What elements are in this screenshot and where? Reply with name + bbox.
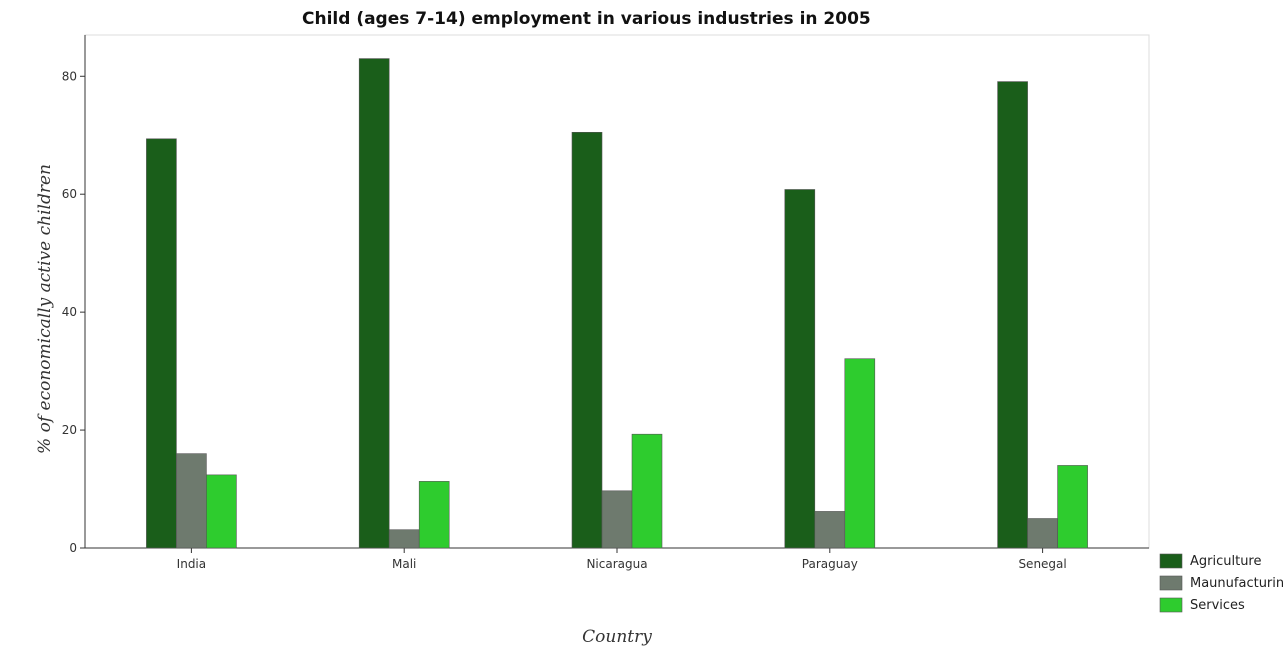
bar-agriculture-india bbox=[146, 138, 177, 549]
y-tick-label: 40 bbox=[62, 305, 77, 319]
legend: Agriculture Maunufacturing Services bbox=[1159, 553, 1283, 613]
legend-label: Maunufacturing bbox=[1190, 576, 1283, 591]
x-tick-label: Paraguay bbox=[802, 557, 858, 571]
bar-services-senegal bbox=[1057, 465, 1088, 549]
bar-agriculture-paraguay bbox=[784, 189, 816, 549]
chart-title: Child (ages 7-14) employment in various … bbox=[302, 9, 871, 29]
bars bbox=[146, 58, 1088, 549]
bar-agriculture-nicaragua bbox=[571, 131, 603, 549]
y-axis-label: % of economically active children bbox=[35, 164, 55, 454]
y-tick-label: 60 bbox=[62, 187, 77, 201]
x-ticks: India Mali Nicaragua Paraguay Senegal bbox=[177, 548, 1067, 571]
y-tick-label: 20 bbox=[62, 423, 77, 437]
bar-agriculture-senegal bbox=[997, 81, 1028, 549]
bar-maunufacturing-mali bbox=[388, 529, 420, 549]
x-tick-label: India bbox=[177, 557, 206, 571]
bar-services-mali bbox=[418, 481, 450, 549]
x-tick-label: Mali bbox=[392, 557, 416, 571]
y-ticks: 0 20 40 60 80 bbox=[62, 69, 85, 555]
plot-frame bbox=[84, 34, 1150, 549]
legend-swatch bbox=[1159, 553, 1183, 569]
x-tick-label: Nicaragua bbox=[586, 557, 647, 571]
bar-maunufacturing-nicaragua bbox=[601, 490, 633, 549]
bar-services-paraguay bbox=[844, 358, 876, 549]
x-axis-label: Country bbox=[582, 627, 652, 647]
y-tick-label: 80 bbox=[62, 69, 77, 83]
bar-maunufacturing-paraguay bbox=[814, 511, 846, 549]
legend-swatch bbox=[1159, 575, 1183, 591]
bar-services-india bbox=[206, 474, 237, 549]
legend-label: Agriculture bbox=[1190, 554, 1262, 569]
y-tick-label: 0 bbox=[69, 541, 77, 555]
bar-maunufacturing-senegal bbox=[1027, 518, 1058, 549]
bar-maunufacturing-india bbox=[176, 453, 207, 549]
bar-services-nicaragua bbox=[631, 433, 663, 549]
x-tick-label: Senegal bbox=[1018, 557, 1066, 571]
legend-label: Services bbox=[1190, 598, 1245, 613]
bar-agriculture-mali bbox=[358, 58, 390, 549]
legend-swatch bbox=[1159, 597, 1183, 613]
